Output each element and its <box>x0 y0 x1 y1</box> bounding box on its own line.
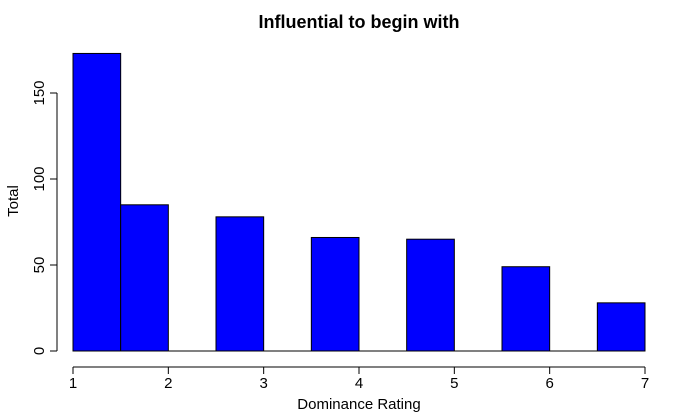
y-axis: 0 50 100 150 <box>31 80 58 355</box>
x-tick-label-4: 4 <box>355 375 363 392</box>
bars-layer <box>72 52 646 352</box>
x-axis-label: Dominance Rating <box>297 396 420 413</box>
histogram-bar-0 <box>72 52 122 352</box>
x-axis: 1 2 3 4 5 6 7 <box>69 366 649 392</box>
x-tick-label-7: 7 <box>641 375 649 392</box>
x-tick-label-1: 1 <box>69 375 77 392</box>
histogram-bar-11 <box>596 302 646 352</box>
histogram-bar-3 <box>215 216 265 352</box>
y-tick-label-100: 100 <box>31 166 48 191</box>
y-tick-label-50: 50 <box>31 257 48 274</box>
x-tick-label-5: 5 <box>450 375 458 392</box>
chart-title: Influential to begin with <box>259 12 460 32</box>
histogram-bar-9 <box>501 266 551 352</box>
histogram-bar-1 <box>120 204 169 352</box>
y-tick-label-150: 150 <box>31 80 48 105</box>
histogram-bar-7 <box>406 238 455 352</box>
y-tick-label-0: 0 <box>31 347 48 355</box>
x-tick-label-3: 3 <box>259 375 267 392</box>
histogram-bar-5 <box>310 236 360 352</box>
x-tick-label-6: 6 <box>545 375 553 392</box>
y-axis-label: Total <box>5 185 22 217</box>
x-tick-label-2: 2 <box>164 375 172 392</box>
